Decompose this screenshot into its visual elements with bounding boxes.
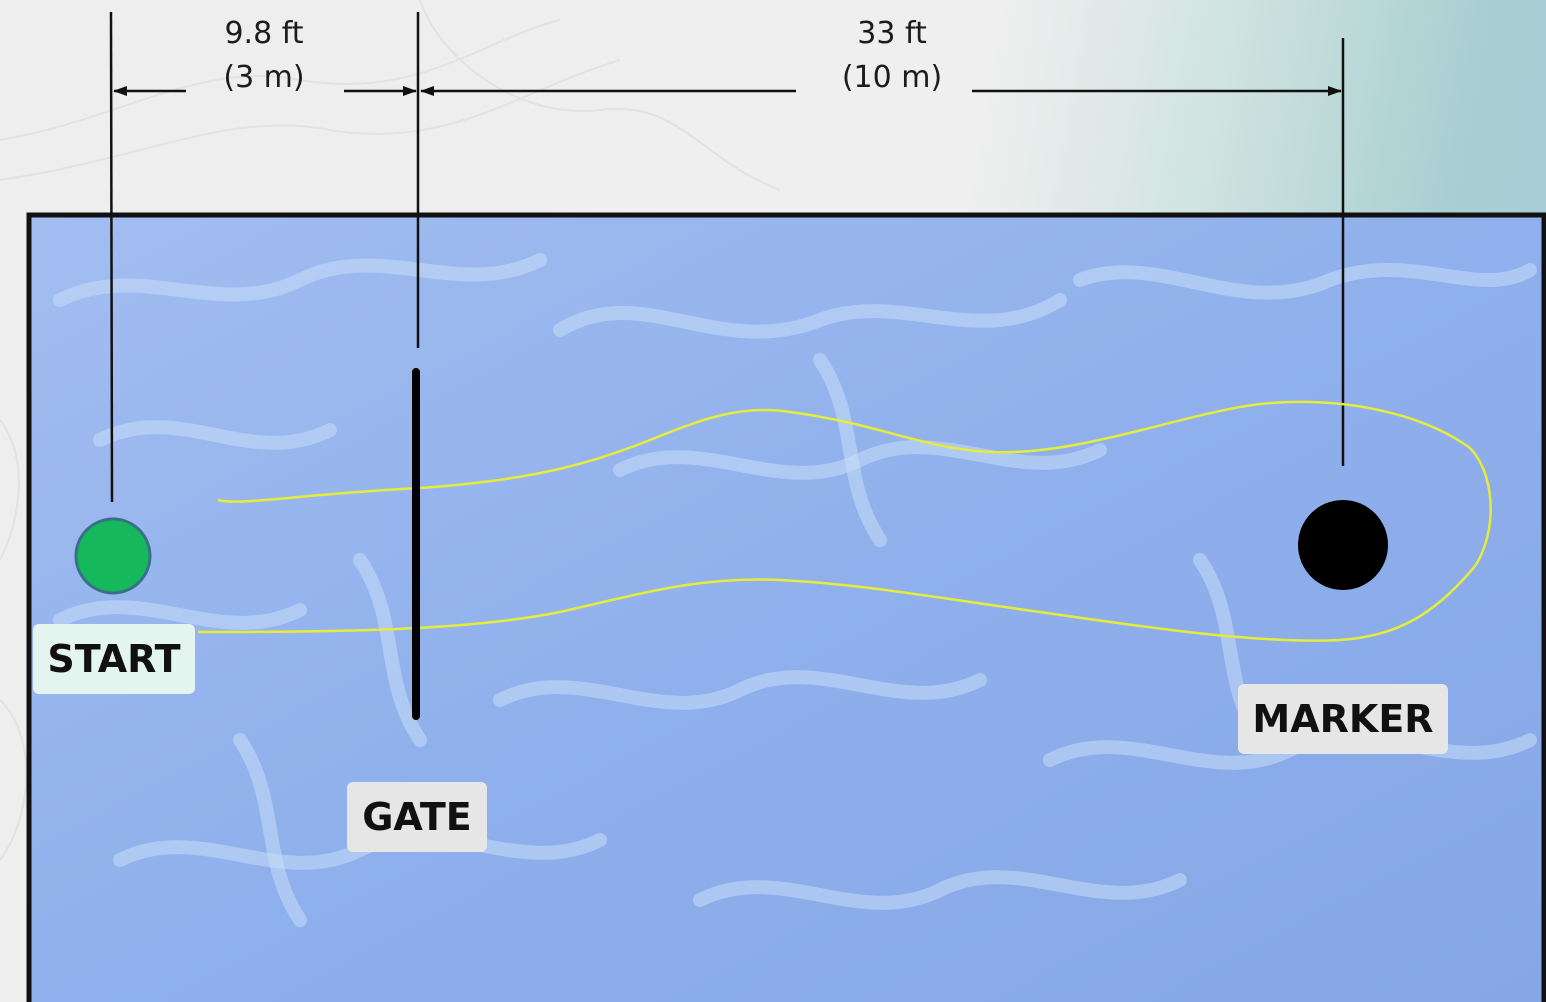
gate-label: GATE [347,782,487,852]
dim-start-to-gate-ft: 9.8 ft [224,16,304,51]
dim-label-start-to-gate: 9.8 ft (3 m) [200,12,328,100]
dim-gate-to-marker-ft: 33 ft [857,16,927,51]
dim-label-gate-to-marker: 33 ft (10 m) [820,12,964,100]
start-point [74,517,152,595]
background-contour-lines [0,0,781,861]
dim-start-to-gate-m: (3 m) [223,60,305,95]
start-label: START [33,624,195,694]
dim-gate-to-marker-m: (10 m) [841,60,943,95]
turn-marker [1298,500,1388,590]
marker-label: MARKER [1238,684,1448,754]
swim-path [197,400,1492,642]
start-extension-line [109,11,114,503]
